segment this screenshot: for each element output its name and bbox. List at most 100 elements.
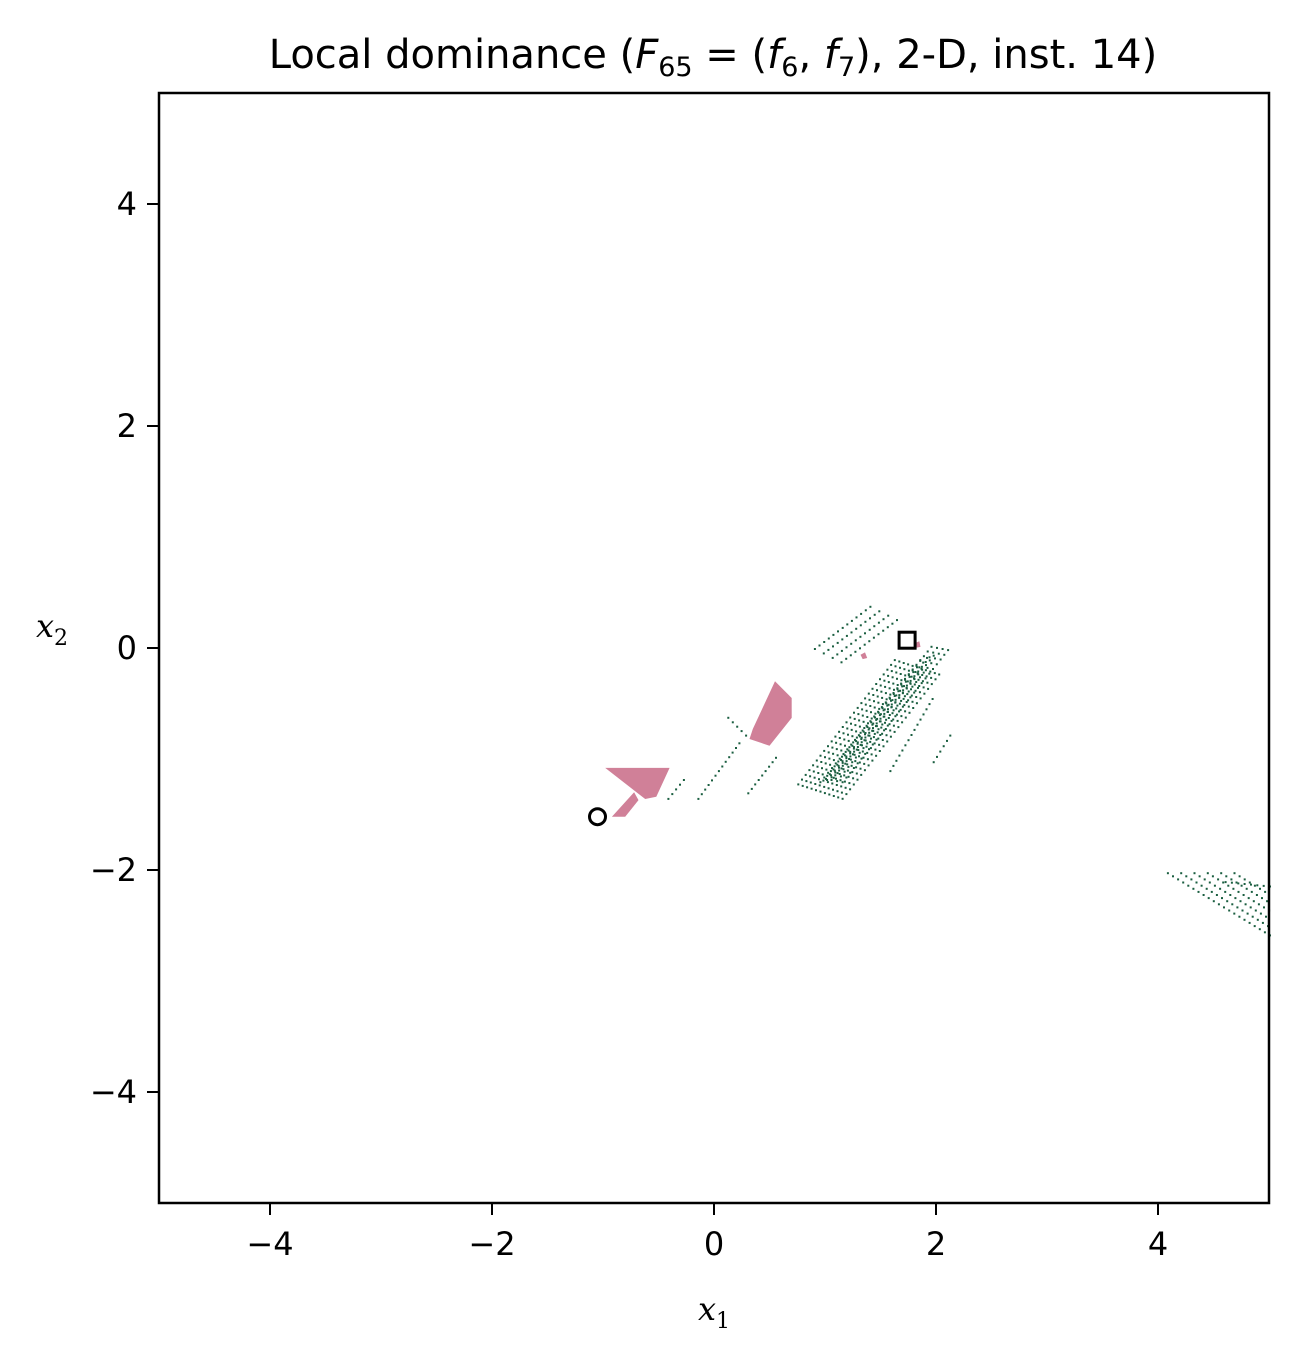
dot	[875, 722, 878, 725]
dot	[860, 738, 863, 740]
dot	[1237, 882, 1240, 885]
dot	[1193, 872, 1196, 875]
dot	[897, 726, 900, 729]
dot	[914, 689, 917, 692]
dot	[912, 707, 915, 709]
dot	[1240, 884, 1243, 887]
dot	[842, 732, 845, 735]
dot-stroke	[1224, 881, 1271, 888]
dot	[717, 770, 720, 773]
dot	[825, 768, 828, 771]
dot	[1252, 900, 1255, 903]
dot	[1200, 884, 1203, 887]
dot	[731, 721, 734, 724]
dot	[907, 673, 910, 676]
dot	[859, 647, 861, 650]
dot	[911, 668, 914, 671]
dot	[818, 784, 821, 787]
dot	[813, 776, 816, 779]
dot	[1224, 881, 1227, 884]
dot	[819, 754, 822, 757]
dot	[864, 620, 867, 623]
dot	[881, 723, 884, 726]
dot	[847, 739, 850, 742]
dot	[832, 759, 835, 762]
dot	[1166, 872, 1169, 875]
dot	[845, 657, 848, 660]
dot	[880, 706, 883, 709]
dot	[869, 720, 872, 723]
dot	[727, 716, 730, 719]
dot	[880, 726, 883, 729]
dot	[854, 639, 857, 642]
dot	[870, 753, 873, 756]
dot	[823, 749, 826, 752]
dot	[821, 773, 824, 776]
dot	[923, 692, 926, 695]
dot	[841, 760, 844, 763]
dot	[860, 736, 863, 739]
dot	[840, 791, 843, 794]
dot	[921, 674, 924, 676]
dot	[838, 773, 841, 775]
dot	[841, 797, 844, 800]
dot	[1265, 915, 1267, 918]
dot	[890, 699, 892, 702]
dot	[904, 677, 906, 680]
dot	[899, 689, 902, 692]
dot	[905, 684, 908, 687]
dot	[1248, 881, 1251, 884]
dot	[845, 646, 848, 649]
dot	[863, 739, 866, 742]
dot	[901, 749, 904, 752]
chart-title: Local dominance (F65 = (f6, f7), 2-D, in…	[269, 32, 1157, 83]
dot	[907, 705, 910, 708]
dot	[937, 652, 940, 655]
dot	[875, 738, 878, 741]
dot	[882, 673, 885, 676]
y-axis-label: x2	[36, 607, 68, 651]
dot	[847, 749, 850, 752]
dot	[864, 732, 867, 734]
dot	[888, 696, 891, 699]
dot	[809, 775, 812, 778]
dot	[848, 746, 851, 749]
dot	[895, 707, 898, 710]
dot	[775, 756, 777, 759]
dot	[900, 679, 903, 682]
dot	[922, 713, 925, 716]
dot	[830, 779, 833, 781]
dot	[891, 622, 894, 625]
dot	[1257, 903, 1260, 906]
dot	[819, 790, 822, 793]
dot	[885, 734, 888, 737]
dot	[814, 783, 817, 785]
dot-stroke	[932, 734, 952, 764]
dot	[840, 649, 843, 652]
y-axis: −4 −2 0 2 4	[90, 185, 159, 1111]
dot	[860, 773, 863, 776]
dot	[938, 673, 941, 676]
dot	[821, 767, 823, 770]
dot	[909, 682, 912, 685]
dot	[892, 764, 895, 767]
dot	[801, 784, 804, 787]
dot	[836, 790, 839, 793]
dot	[855, 616, 858, 619]
dot	[855, 740, 858, 743]
dot	[934, 657, 936, 660]
dot	[907, 690, 910, 693]
dot	[830, 740, 833, 743]
dot	[883, 729, 886, 732]
dot	[1177, 878, 1180, 881]
dot	[896, 687, 899, 690]
dot	[902, 662, 905, 664]
dot	[836, 780, 839, 783]
dot	[853, 711, 855, 714]
dot	[911, 664, 914, 667]
dot	[839, 775, 842, 778]
x-tick-label: 4	[1148, 1225, 1168, 1263]
dot	[841, 761, 844, 764]
dot	[682, 779, 685, 781]
dot	[832, 633, 835, 636]
